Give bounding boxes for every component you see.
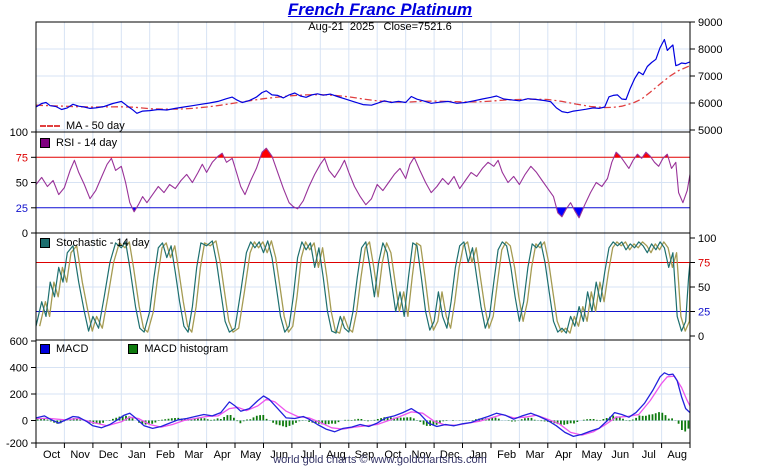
legend-stochastic: Stochastic - 14 day <box>40 237 150 249</box>
price-tick-label: 5000 <box>698 125 722 137</box>
page-title: French Franc Platinum <box>287 0 473 19</box>
chart-subtitle: Aug-21 2025 Close=7521.6 <box>308 21 452 33</box>
legend-stochastic-label: Stochastic - 14 day <box>56 237 150 249</box>
macd-tick-label: 0 <box>22 416 28 428</box>
x-axis-label: Mar <box>526 449 545 461</box>
panel-borders <box>35 21 691 444</box>
x-axis-label: Sep <box>355 449 375 461</box>
price-panel <box>36 38 690 114</box>
rsi-tick-label: 50 <box>16 178 28 190</box>
legend-rsi: RSI - 14 day <box>40 137 117 149</box>
macd-tick-label: 400 <box>10 363 28 375</box>
price-tick-label: 6000 <box>698 98 722 110</box>
legend-rsi-label: RSI - 14 day <box>56 137 118 149</box>
chart-credit: world gold charts © www.goldchartsrus.co… <box>273 454 487 466</box>
macd-panel <box>36 372 690 438</box>
x-axis-label: Oct <box>43 449 60 461</box>
stochastic-tick-label: 100 <box>698 233 716 245</box>
rsi-tick-label: 75 <box>16 152 28 164</box>
x-axis-label: Jun <box>611 449 629 461</box>
stochastic-panel <box>36 240 690 334</box>
x-axis-label: Dec <box>440 449 460 461</box>
legend-macd-label: MACD <box>56 343 89 355</box>
x-axis-label: Apr <box>214 449 231 461</box>
stochastic-swatch-icon <box>40 238 50 248</box>
stochastic-tick-label: 25 <box>698 307 710 319</box>
x-axis-label: Jan <box>469 449 487 461</box>
macd-histogram-swatch-icon <box>128 344 139 354</box>
legend-ma: MA - 50 day <box>40 120 125 132</box>
x-axis-label: Feb <box>497 449 516 461</box>
ma-line-swatch-icon <box>40 125 60 127</box>
legend-macd: MACD MACD histogram <box>40 343 228 355</box>
x-axis-label: Jun <box>270 449 288 461</box>
rsi-tick-label: 0 <box>22 228 28 240</box>
x-axis-label: Oct <box>384 449 401 461</box>
x-axis-label: Jul <box>642 449 656 461</box>
macd-tick-label: -200 <box>6 438 28 450</box>
price-tick-label: 9000 <box>698 17 722 29</box>
x-axis-label: May <box>240 449 261 461</box>
stochastic-tick-label: 0 <box>698 331 704 343</box>
x-axis-label: May <box>582 449 603 461</box>
rsi-swatch-icon <box>40 138 50 148</box>
x-axis-label: Aug <box>667 449 687 461</box>
stochastic-tick-label: 50 <box>698 282 710 294</box>
price-tick-label: 8000 <box>698 44 722 56</box>
x-axis-label: Nov <box>70 449 90 461</box>
x-axis-label: Apr <box>555 449 572 461</box>
x-axis-label: Nov <box>412 449 432 461</box>
macd-tick-label: 600 <box>10 336 28 348</box>
x-axis-label: Jul <box>301 449 315 461</box>
rsi-tick-label: 100 <box>10 127 28 139</box>
x-axis-label: Jan <box>128 449 146 461</box>
x-axis-label: Mar <box>184 449 203 461</box>
macd-tick-label: 200 <box>10 389 28 401</box>
x-axis: Oct Nov Dec Jan Feb Mar Apr May Jun Jul Aug Sep Oct N… <box>35 443 691 461</box>
legend-macd-histogram-label: MACD histogram <box>144 343 229 355</box>
price-tick-label: 7000 <box>698 71 722 83</box>
rsi-panel <box>36 147 690 219</box>
stochastic-tick-label: 75 <box>698 258 710 270</box>
x-axis-label: Dec <box>99 449 119 461</box>
x-axis-label: Aug <box>326 449 346 461</box>
rsi-tick-label: 25 <box>16 203 28 215</box>
x-axis-label: Feb <box>156 449 175 461</box>
macd-swatch-icon <box>40 344 50 354</box>
legend-ma-label: MA - 50 day <box>66 120 125 132</box>
